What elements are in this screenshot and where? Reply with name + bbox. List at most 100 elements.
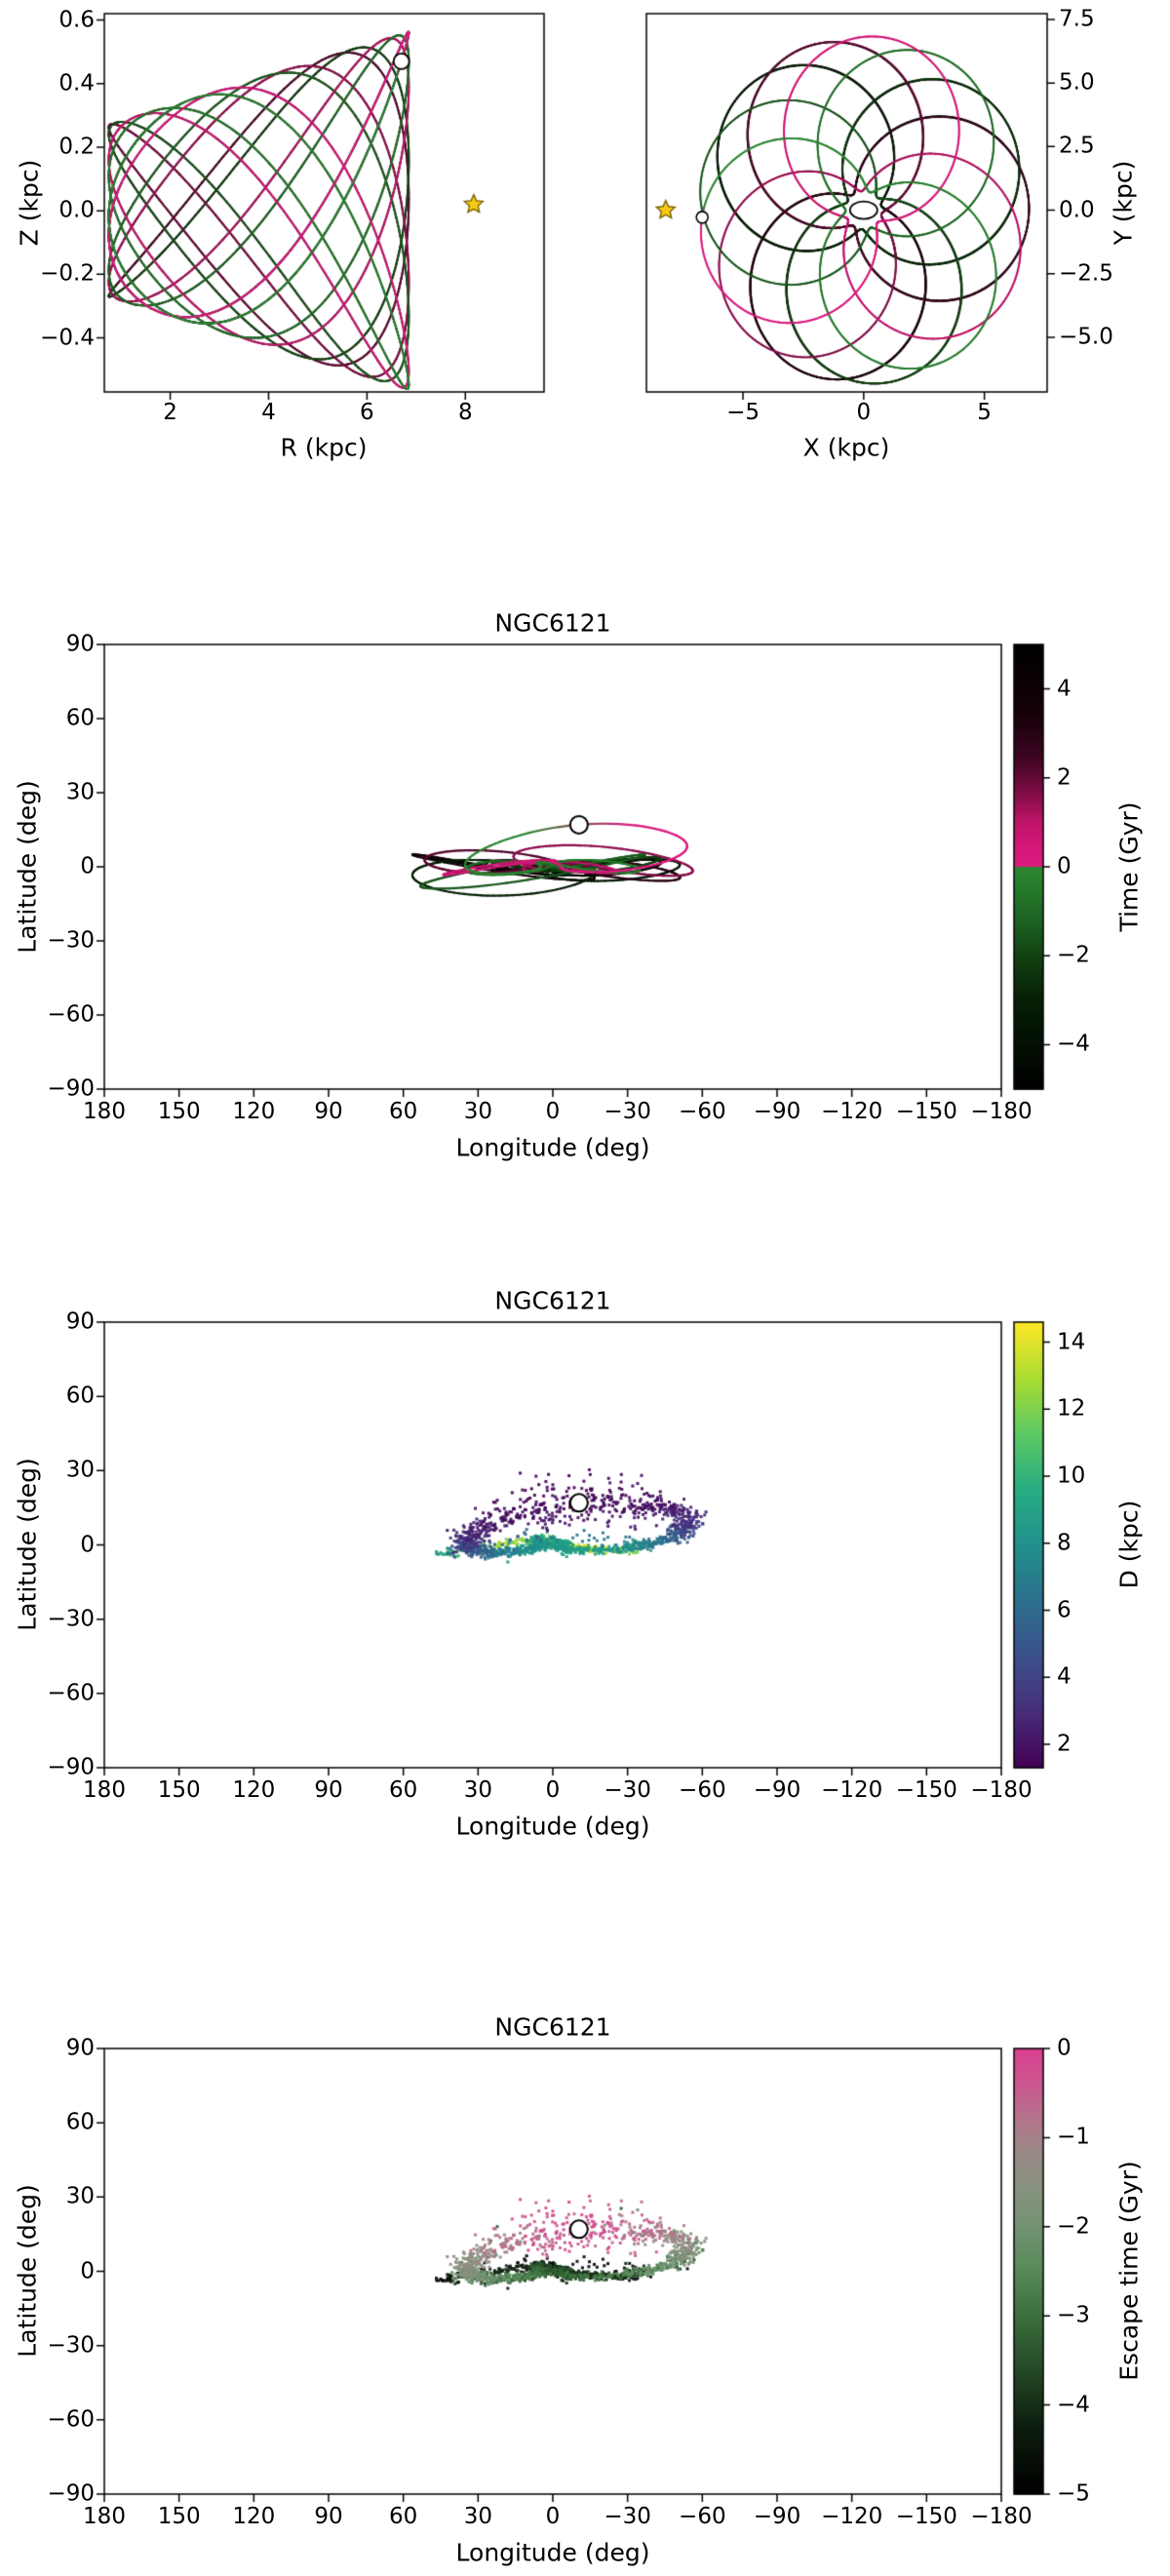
x-tick-label: −150 (895, 1099, 957, 1124)
y-tick-label: −0.2 (40, 260, 95, 287)
sky-time-xlabel: Longitude (deg) (455, 1133, 650, 1162)
y-tick-label: 90 (65, 631, 95, 657)
x-tick-label: 180 (83, 1099, 126, 1124)
x-tick-label: 0 (545, 2504, 561, 2529)
y-tick-label: −60 (47, 1680, 95, 1706)
x-tick-label: −60 (679, 1099, 726, 1124)
x-tick-label: −90 (753, 2504, 801, 2529)
x-tick-label: 6 (360, 400, 374, 425)
y-tick-label: 0 (80, 1532, 95, 1557)
colorbar-tick-label: 0 (1057, 853, 1072, 879)
sky-distance-xlabel: Longitude (deg) (455, 1812, 650, 1841)
y-tick-label: 0.6 (58, 7, 95, 33)
x-tick-label: 30 (463, 1777, 492, 1803)
y-tick-label: 30 (65, 779, 95, 805)
x-tick-label: 150 (157, 1777, 201, 1803)
colorbar-tick-label: −4 (1057, 1031, 1090, 1057)
y-tick-label: −30 (47, 927, 95, 954)
x-tick-label: 0 (545, 1777, 561, 1803)
y-tick-label: 90 (65, 1308, 95, 1335)
y-tick-label: 0.2 (58, 134, 95, 160)
y-tick-label: 0.4 (58, 70, 95, 97)
y-tick-label: 30 (65, 1457, 95, 1483)
x-tick-label: −60 (679, 2504, 726, 2529)
x-tick-label: 180 (83, 2504, 126, 2529)
sky-escape-title: NGC6121 (494, 2012, 611, 2042)
sky-time-title: NGC6121 (494, 608, 611, 638)
rz-xlabel: R (kpc) (280, 433, 368, 462)
y-tick-label: 60 (65, 1383, 95, 1409)
colorbar-tick-label: −2 (1057, 2213, 1090, 2240)
x-tick-label: −150 (895, 2504, 957, 2529)
xy-ylabel: Y (kpc) (1109, 160, 1138, 246)
y-tick-label: 0 (80, 2258, 95, 2283)
x-tick-label: 60 (389, 1099, 418, 1124)
x-tick-label: 60 (389, 1777, 418, 1803)
colorbar-tick-label: −5 (1057, 2480, 1090, 2507)
sky-distance-ylabel: Latitude (deg) (13, 1458, 42, 1631)
x-tick-label: 30 (463, 1099, 492, 1124)
x-tick-label: −180 (970, 1777, 1033, 1803)
x-tick-label: 60 (389, 2504, 418, 2529)
colorbar-tick-label: 10 (1057, 1463, 1086, 1489)
x-tick-label: −150 (895, 1777, 957, 1803)
x-tick-label: 5 (977, 400, 992, 425)
colorbar-tick-label: 0 (1057, 2035, 1072, 2061)
x-tick-label: −90 (753, 1777, 801, 1803)
colorbar-tick-label: 4 (1057, 676, 1072, 702)
x-tick-label: 90 (314, 1099, 343, 1124)
x-tick-label: −5 (726, 400, 760, 425)
x-tick-label: −120 (821, 1099, 883, 1124)
colorbar-tick-label: 8 (1057, 1530, 1072, 1556)
x-tick-label: 30 (463, 2504, 492, 2529)
y-tick-label: −0.4 (40, 325, 95, 351)
x-tick-label: 120 (232, 1777, 276, 1803)
x-tick-label: 150 (157, 1099, 201, 1124)
x-tick-label: 120 (232, 2504, 276, 2529)
x-tick-label: 90 (314, 1777, 343, 1803)
y-tick-label: 7.5 (1059, 6, 1095, 32)
y-tick-label: 0.0 (1059, 197, 1095, 223)
y-tick-label: −30 (47, 1606, 95, 1632)
x-tick-label: 8 (457, 400, 473, 425)
x-tick-label: 0 (856, 400, 872, 425)
y-tick-label: 2.5 (1059, 133, 1095, 159)
x-tick-label: 2 (163, 400, 177, 425)
x-tick-label: −60 (679, 1777, 726, 1803)
colorbar-tick-label: −1 (1057, 2124, 1090, 2150)
y-tick-label: 30 (65, 2183, 95, 2209)
x-tick-label: −120 (821, 2504, 883, 2529)
x-tick-label: 120 (232, 1099, 276, 1124)
x-tick-label: −30 (604, 2504, 651, 2529)
distance-colorbar-label: D (kpc) (1114, 1500, 1144, 1589)
colorbar-tick-label: −2 (1057, 942, 1090, 968)
escape-colorbar-label: Escape time (Gyr) (1114, 2161, 1144, 2381)
sky-escape-ylabel: Latitude (deg) (13, 2184, 42, 2358)
sky-escape-xlabel: Longitude (deg) (455, 2538, 650, 2567)
rz-ylabel: Z (kpc) (15, 159, 44, 247)
x-tick-label: −120 (821, 1777, 883, 1803)
y-tick-label: 0 (80, 853, 95, 879)
xy-xlabel: X (kpc) (802, 433, 890, 462)
colorbar-tick-label: 2 (1057, 1731, 1072, 1757)
sky-time-ylabel: Latitude (deg) (13, 780, 42, 954)
colorbar-tick-label: 2 (1057, 764, 1072, 791)
colorbar-tick-label: 6 (1057, 1597, 1072, 1622)
colorbar-tick-label: 4 (1057, 1663, 1072, 1690)
x-tick-label: −30 (604, 1099, 651, 1124)
x-tick-label: −180 (970, 2504, 1033, 2529)
y-tick-label: −90 (47, 1754, 95, 1780)
y-tick-label: 90 (65, 2035, 95, 2061)
x-tick-label: −30 (604, 1777, 651, 1803)
y-tick-label: −90 (47, 1075, 95, 1102)
x-tick-label: 0 (545, 1099, 561, 1124)
x-tick-label: −90 (753, 1099, 801, 1124)
x-tick-label: 180 (83, 1777, 126, 1803)
y-tick-label: 60 (65, 705, 95, 731)
y-tick-label: 5.0 (1059, 69, 1095, 96)
colorbar-tick-label: −4 (1057, 2392, 1090, 2418)
y-tick-label: 0.0 (58, 197, 95, 223)
x-tick-label: 4 (261, 400, 276, 425)
